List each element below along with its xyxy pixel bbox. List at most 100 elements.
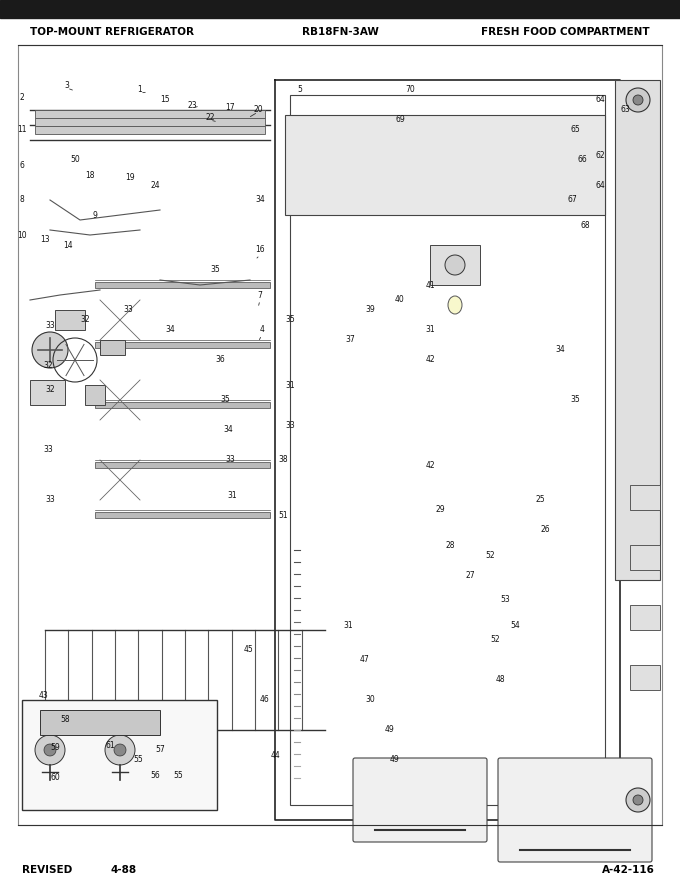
- Text: 5: 5: [298, 85, 303, 94]
- Text: 29: 29: [435, 506, 445, 514]
- Circle shape: [633, 95, 643, 105]
- Bar: [95, 462, 270, 468]
- Text: 32: 32: [44, 360, 53, 369]
- Bar: [630, 485, 660, 510]
- Text: 9: 9: [92, 211, 97, 220]
- Text: 10: 10: [17, 231, 27, 239]
- Text: 23: 23: [187, 101, 197, 109]
- Text: 70: 70: [405, 85, 415, 94]
- Bar: [55, 310, 85, 330]
- Text: 33: 33: [45, 320, 55, 329]
- Text: 4-88: 4-88: [110, 865, 136, 875]
- Text: 19: 19: [125, 174, 135, 182]
- Text: 45: 45: [243, 645, 253, 654]
- Bar: [18, 45, 662, 825]
- Text: 31: 31: [227, 490, 237, 499]
- Text: 64: 64: [595, 181, 605, 190]
- Text: 1: 1: [137, 85, 142, 94]
- Bar: [630, 605, 660, 630]
- Bar: [615, 80, 660, 580]
- Text: 35: 35: [570, 395, 580, 404]
- Text: RB18FN-3AW: RB18FN-3AW: [301, 27, 379, 37]
- Ellipse shape: [448, 296, 462, 314]
- Text: 43: 43: [38, 691, 48, 700]
- Circle shape: [44, 744, 56, 756]
- Text: 52: 52: [490, 635, 500, 644]
- Text: 39: 39: [365, 305, 375, 314]
- Text: 31: 31: [343, 620, 353, 629]
- Text: 49: 49: [385, 725, 395, 734]
- Text: 57: 57: [155, 746, 165, 755]
- Text: 26: 26: [540, 525, 550, 535]
- Text: 24: 24: [150, 181, 160, 190]
- Text: 68: 68: [580, 221, 590, 230]
- Circle shape: [626, 788, 650, 812]
- Text: 64: 64: [595, 95, 605, 104]
- Text: 30: 30: [365, 695, 375, 705]
- Text: 38: 38: [278, 456, 288, 465]
- Text: 20: 20: [253, 106, 262, 115]
- Text: 8: 8: [20, 196, 24, 205]
- Text: 44: 44: [271, 750, 281, 759]
- Text: 67: 67: [567, 196, 577, 205]
- Text: 63: 63: [620, 106, 630, 115]
- Text: 27: 27: [465, 570, 475, 579]
- Text: A-42-116: A-42-116: [602, 865, 655, 875]
- Text: 60: 60: [50, 773, 60, 782]
- Text: 33: 33: [123, 305, 133, 314]
- Text: 33: 33: [285, 420, 295, 430]
- Text: 35: 35: [285, 315, 295, 325]
- Bar: [630, 665, 660, 690]
- Text: 69: 69: [395, 116, 405, 125]
- Text: 22: 22: [205, 114, 215, 123]
- Bar: [630, 545, 660, 570]
- Text: 15: 15: [160, 95, 170, 104]
- Circle shape: [105, 735, 135, 765]
- Bar: [290, 95, 605, 805]
- Text: 42: 42: [425, 460, 435, 470]
- Text: 55: 55: [133, 756, 143, 765]
- Bar: [40, 710, 160, 735]
- Text: 7: 7: [258, 290, 262, 300]
- Bar: [85, 385, 105, 405]
- Text: 53: 53: [500, 595, 510, 604]
- FancyBboxPatch shape: [353, 758, 487, 842]
- Text: 11: 11: [17, 125, 27, 134]
- Bar: [35, 118, 265, 126]
- Text: 3: 3: [65, 80, 69, 90]
- Bar: [430, 245, 480, 285]
- Text: 47: 47: [360, 656, 370, 665]
- Bar: [35, 110, 265, 118]
- Circle shape: [114, 744, 126, 756]
- Text: 28: 28: [445, 540, 455, 549]
- Bar: [95, 342, 270, 348]
- Text: 13: 13: [40, 236, 50, 245]
- Text: 34: 34: [165, 326, 175, 335]
- Text: 51: 51: [278, 511, 288, 520]
- Text: 37: 37: [345, 336, 355, 344]
- Text: 35: 35: [210, 265, 220, 274]
- Bar: [100, 340, 125, 355]
- Circle shape: [633, 795, 643, 805]
- Text: 55: 55: [173, 771, 183, 780]
- Text: 46: 46: [260, 695, 270, 705]
- Text: 32: 32: [45, 385, 55, 394]
- Circle shape: [626, 88, 650, 112]
- Text: 34: 34: [223, 425, 233, 434]
- Bar: [0, 0, 680, 18]
- Text: TOP-MOUNT REFRIGERATOR: TOP-MOUNT REFRIGERATOR: [30, 27, 194, 37]
- Text: 31: 31: [285, 381, 295, 390]
- Text: 33: 33: [45, 496, 55, 505]
- Text: 6: 6: [20, 160, 24, 169]
- Text: 34: 34: [255, 196, 265, 205]
- Text: 48: 48: [495, 676, 505, 684]
- Text: 65: 65: [570, 125, 580, 134]
- Text: 54: 54: [510, 620, 520, 629]
- Text: REVISED: REVISED: [22, 865, 72, 875]
- Text: 14: 14: [63, 240, 73, 249]
- Text: 32: 32: [80, 315, 90, 325]
- Text: 66: 66: [577, 156, 587, 165]
- Text: 50: 50: [70, 156, 80, 165]
- Text: 34: 34: [555, 345, 565, 354]
- Text: 56: 56: [150, 771, 160, 780]
